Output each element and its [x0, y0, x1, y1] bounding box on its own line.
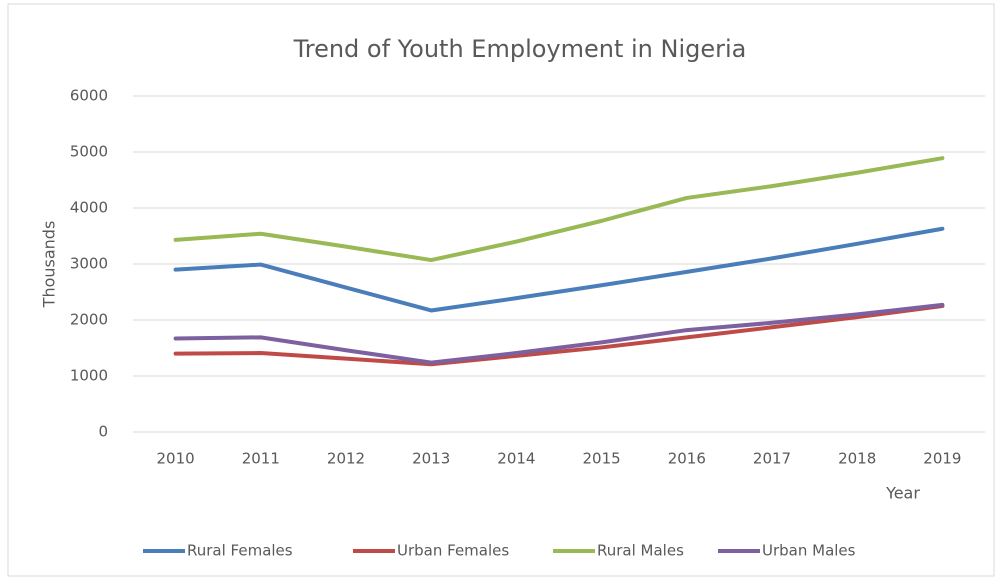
series-line	[173, 304, 945, 367]
chart-border	[7, 3, 995, 577]
x-tick-label: 2010	[157, 450, 195, 468]
y-tick-label: 4000	[70, 199, 108, 217]
y-tick-label: 1000	[70, 367, 108, 385]
x-tick-label: 2017	[753, 450, 791, 468]
legend-label: Urban Females	[397, 542, 509, 560]
y-axis-label: Thousands	[40, 221, 59, 309]
x-tick-label: 2011	[242, 450, 280, 468]
x-tick-label: 2012	[327, 450, 365, 468]
x-tick-label: 2016	[668, 450, 706, 468]
x-tick-label: 2013	[412, 450, 450, 468]
y-tick-label: 6000	[70, 87, 108, 105]
y-tick-label: 0	[98, 423, 108, 441]
series-line	[173, 156, 945, 263]
x-tick-label: 2019	[923, 450, 961, 468]
chart-title: Trend of Youth Employment in Nigeria	[293, 35, 747, 63]
x-tick-label: 2018	[838, 450, 876, 468]
x-tick-label: 2014	[497, 450, 535, 468]
x-tick-label: 2015	[583, 450, 621, 468]
y-tick-label: 2000	[70, 311, 108, 329]
y-tick-label: 5000	[70, 143, 108, 161]
y-tick-label: 3000	[70, 255, 108, 273]
legend-label: Rural Females	[187, 542, 293, 560]
legend-label: Urban Males	[762, 542, 856, 560]
series-line	[173, 302, 945, 365]
series-line	[173, 226, 945, 313]
legend-label: Rural Males	[597, 542, 684, 560]
x-axis-label: Year	[885, 484, 920, 503]
